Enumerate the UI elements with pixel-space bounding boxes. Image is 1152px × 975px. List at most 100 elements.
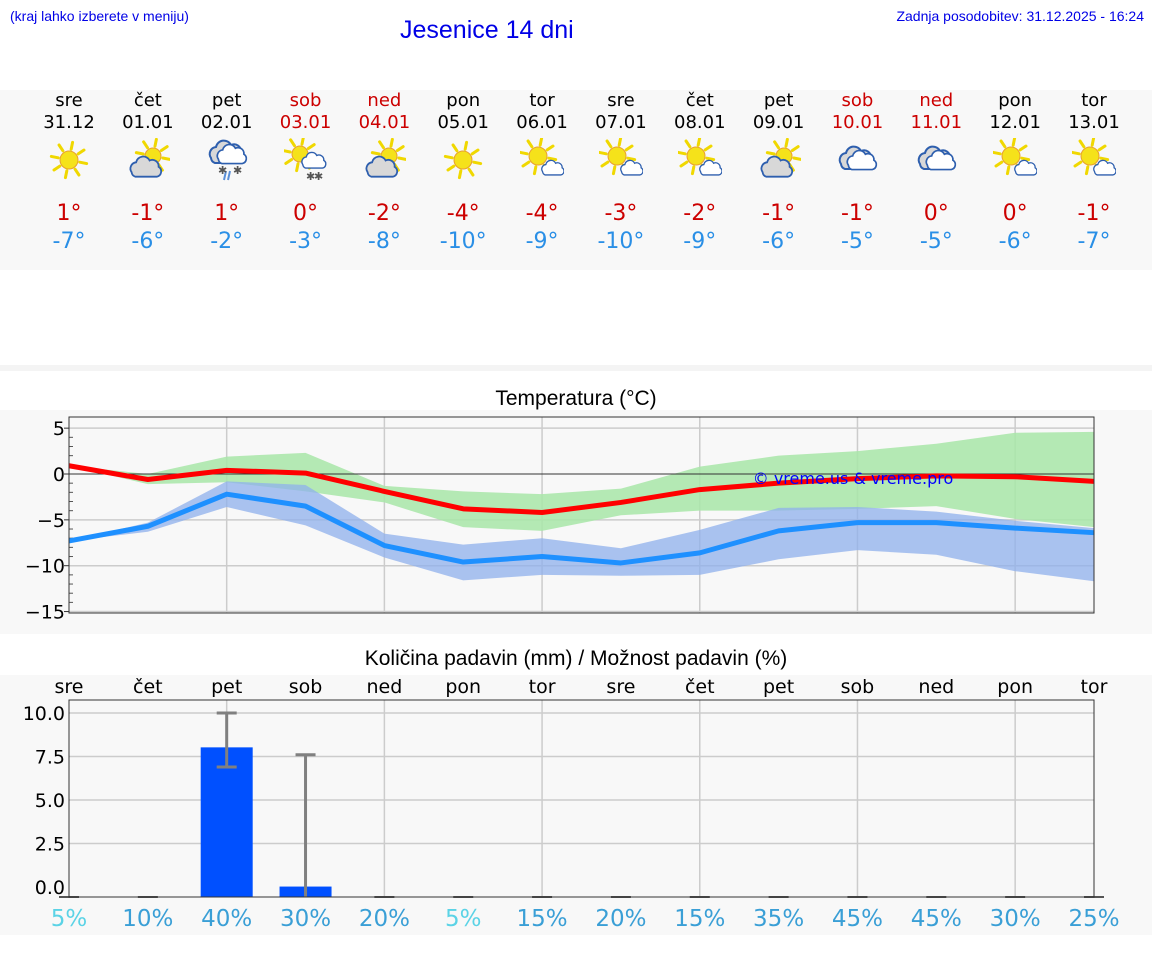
max-temperature: 0° (923, 201, 949, 226)
day-date: 07.01 (595, 112, 647, 133)
day-date: 12.01 (989, 112, 1041, 133)
max-temperature: -2° (683, 201, 717, 226)
svg-text:20%: 20% (359, 906, 410, 932)
region-menu-hint[interactable]: (kraj lahko izberete v meniju) (10, 8, 189, 24)
day-date: 31.12 (43, 112, 95, 133)
svg-text:tor: tor (1081, 676, 1108, 698)
day-name: pon (998, 90, 1033, 111)
svg-text:45%: 45% (911, 906, 962, 932)
day-name: ned (919, 90, 954, 111)
day-column: ned 04.01 -2° -8° (344, 90, 424, 256)
day-column: pon 05.01 -4° -10° (423, 90, 503, 256)
svg-text:5.0: 5.0 (35, 790, 65, 812)
day-date: 02.01 (200, 112, 253, 133)
svg-text:✱: ✱ (233, 164, 242, 177)
sun-cloud-snow-icon: ✱✱ (281, 135, 326, 183)
svg-text:2.5: 2.5 (35, 834, 65, 856)
day-date: 10.01 (831, 112, 884, 133)
daily-forecast-strip: sre 31.12 1° -7° čet 01.01 -1° -6° pet 02.01 ✱ ✱ 1° -… (0, 90, 1152, 270)
partly-cloudy-icon (365, 137, 408, 178)
min-temperature: -7° (1077, 229, 1111, 254)
svg-text:30%: 30% (280, 906, 331, 932)
svg-text:pet: pet (763, 676, 794, 698)
day-column: tor 06.01 -4° -9° (502, 90, 582, 256)
day-column: pet 02.01 ✱ ✱ 1° -2° (187, 90, 267, 256)
min-temperature: -6° (998, 229, 1032, 254)
max-temperature: -4° (446, 201, 480, 226)
svg-text:15%: 15% (674, 906, 725, 932)
day-date: 08.01 (674, 112, 726, 133)
svg-text:−15: −15 (25, 602, 65, 624)
svg-text:© vreme.us & vreme.pro: © vreme.us & vreme.pro (753, 469, 954, 488)
max-temperature: -1° (840, 201, 874, 226)
partly-cloudy-icon (760, 137, 802, 178)
precipitation-chart-title: Količina padavin (mm) / Možnost padavin … (364, 647, 788, 670)
max-temperature: -4° (525, 201, 559, 226)
min-temperature: -9° (525, 229, 559, 254)
day-column: čet 08.01 -2° -9° (660, 90, 740, 256)
svg-text:5: 5 (53, 418, 65, 440)
min-temperature: -9° (683, 229, 717, 254)
svg-text:7.5: 7.5 (35, 747, 65, 769)
svg-text:10%: 10% (122, 906, 173, 932)
svg-text:tor: tor (529, 676, 556, 698)
day-date: 06.01 (516, 112, 568, 133)
day-column: sob 03.01 ✱ ✱ 0° -3° (266, 90, 346, 256)
svg-text:pon: pon (445, 676, 481, 698)
last-update: Zadnja posodobitev: 31.12.2025 - 16:24 (896, 8, 1144, 24)
day-date: 03.01 (279, 112, 332, 133)
day-name: pet (211, 90, 242, 111)
day-date: 04.01 (358, 112, 411, 133)
svg-text:sre: sre (55, 676, 84, 698)
day-name: tor (529, 90, 555, 111)
svg-text:15%: 15% (517, 906, 568, 932)
day-name: čet (133, 90, 162, 111)
divider (0, 365, 1152, 371)
max-temperature: -1° (131, 201, 165, 226)
svg-text:0: 0 (53, 464, 65, 486)
partly-cloudy-icon (129, 137, 172, 178)
max-temperature: 0° (293, 201, 319, 226)
mostly-sunny-icon (597, 136, 644, 176)
day-date: 13.01 (1068, 112, 1120, 133)
min-temperature: -3° (289, 229, 322, 254)
day-column: pon 12.01 0° -6° (975, 90, 1055, 256)
svg-text:sob: sob (289, 676, 323, 698)
svg-text:−10: −10 (25, 556, 65, 578)
cloudy-icon (839, 145, 878, 171)
svg-text:45%: 45% (832, 906, 883, 932)
day-column: sre 07.01 -3° -10° (581, 90, 661, 256)
mostly-sunny-icon (991, 136, 1038, 176)
svg-text:40%: 40% (201, 906, 252, 932)
day-name: tor (1081, 90, 1107, 111)
svg-text:5%: 5% (51, 906, 88, 932)
svg-text:pon: pon (997, 676, 1033, 698)
day-column: sre 31.12 1° -7° (29, 90, 109, 256)
cloudy-icon (918, 145, 957, 171)
mostly-sunny-icon (676, 136, 723, 176)
max-temperature: -2° (367, 201, 401, 226)
min-temperature: -5° (840, 229, 874, 254)
max-temperature: 1° (214, 201, 240, 226)
svg-text:35%: 35% (753, 906, 804, 932)
svg-text:ned: ned (918, 676, 954, 698)
min-temperature: -6° (131, 229, 165, 254)
cloudy-rain-snow-icon: ✱ ✱ (208, 139, 247, 181)
sunny-icon (444, 140, 483, 180)
svg-text:čet: čet (133, 676, 163, 698)
day-name: ned (367, 90, 402, 111)
day-date: 11.01 (910, 112, 963, 133)
mostly-sunny-icon (518, 136, 565, 176)
min-temperature: -10° (597, 229, 645, 254)
min-temperature: -5° (919, 229, 953, 254)
day-name: sob (289, 90, 322, 111)
min-temperature: -10° (439, 229, 487, 254)
day-date: 09.01 (752, 112, 805, 133)
svg-text:ned: ned (366, 676, 402, 698)
mostly-sunny-icon (1070, 136, 1117, 176)
day-date: 01.01 (122, 112, 174, 133)
day-column: čet 01.01 -1° -6° (108, 90, 188, 256)
svg-text:−5: −5 (37, 510, 65, 532)
